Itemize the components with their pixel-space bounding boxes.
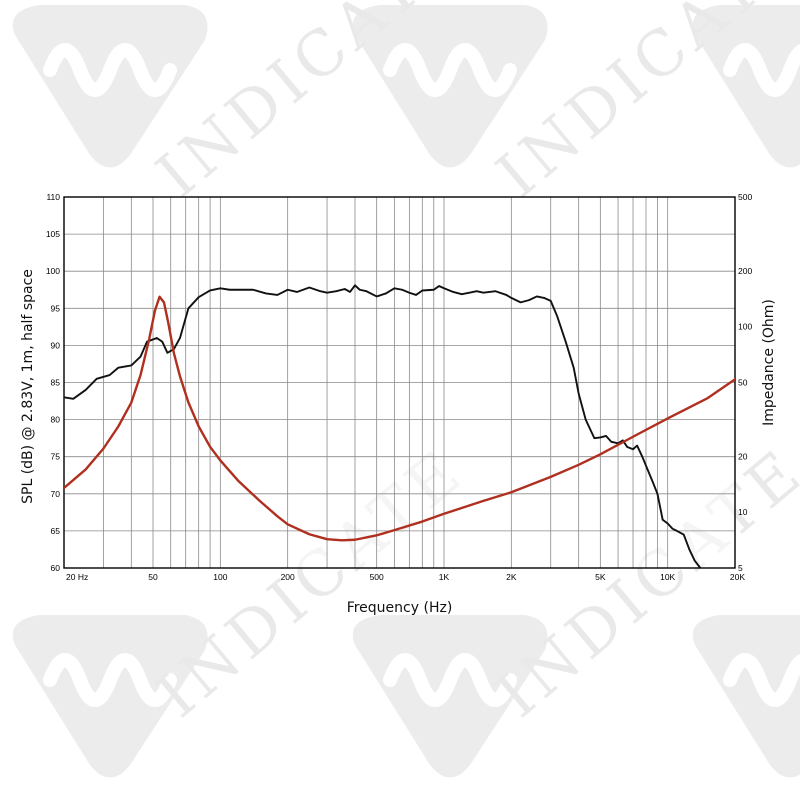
y-right-tick-label: 500 (738, 192, 752, 202)
x-tick-label: 2K (506, 572, 517, 582)
watermark-logo-wave (383, 653, 517, 707)
y-right-tick-label: 200 (738, 266, 752, 276)
y-left-tick-label: 110 (46, 192, 60, 202)
watermark-logo-icon (352, 5, 548, 168)
y-left-tick-label: 100 (46, 266, 60, 276)
y-right-tick-label: 20 (738, 451, 748, 461)
watermark-logo-shape (692, 5, 800, 168)
x-tick-label: 20K (730, 572, 745, 582)
impedance-curve (64, 295, 735, 542)
y-right-tick-labels: 5 10 20 50 100 200 500 (738, 192, 752, 573)
y-grid (64, 233, 735, 532)
y-left-tick-label: 105 (46, 229, 60, 239)
x-tick-label: 1K (439, 572, 450, 582)
x-axis-title: Frequency (Hz) (347, 600, 453, 616)
x-tick-label: 5K (595, 572, 606, 582)
x-tick-label: 10K (660, 572, 675, 582)
y-right-tick-label: 50 (738, 378, 748, 388)
watermark-logo-icon (12, 615, 208, 778)
y-left-tick-label: 85 (51, 378, 61, 388)
y-left-tick-label: 95 (51, 303, 61, 313)
watermark-logo-wave (723, 43, 800, 97)
y-left-tick-label: 90 (51, 340, 61, 350)
y-left-tick-labels: 60 65 70 75 80 85 90 95 100 105 110 (46, 192, 60, 573)
watermark-logo-wave (43, 43, 177, 97)
y-left-tick-label: 60 (51, 563, 61, 573)
watermark-logo-icon (12, 5, 208, 168)
x-tick-label: 500 (370, 572, 384, 582)
watermark-logo-wave (723, 653, 800, 707)
x-tick-label: 100 (213, 572, 227, 582)
y-right-axis-title: Impedance (Ohm) (761, 299, 777, 426)
plot-frame (63, 196, 736, 569)
y-left-axis-title: SPL (dB) @ 2.83V, 1m, half space (20, 269, 36, 504)
watermark-logo-wave (383, 43, 517, 97)
watermark-logo-icon (692, 5, 800, 168)
spl-curve (64, 284, 702, 568)
y-left-tick-label: 70 (51, 489, 61, 499)
y-right-tick-label: 100 (738, 322, 752, 332)
series-group (64, 284, 735, 568)
y-right-tick-label: 10 (738, 507, 748, 517)
watermark-logo-icon (692, 615, 800, 778)
watermark-logo-icon (352, 615, 548, 778)
y-right-tick-label: 5 (738, 563, 743, 573)
x-tick-label: 50 (148, 572, 158, 582)
y-left-tick-label: 65 (51, 526, 61, 536)
x-tick-labels: 20 Hz 50 100 200 500 1K 2K 5K 10K 20K (66, 572, 745, 582)
y-left-tick-label: 75 (51, 452, 61, 462)
x-tick-label: 200 (281, 572, 295, 582)
y-left-tick-label: 80 (51, 415, 61, 425)
watermark-logo-shape (692, 615, 800, 778)
watermark-logo-wave (43, 653, 177, 707)
x-tick-label: 20 Hz (66, 572, 88, 582)
